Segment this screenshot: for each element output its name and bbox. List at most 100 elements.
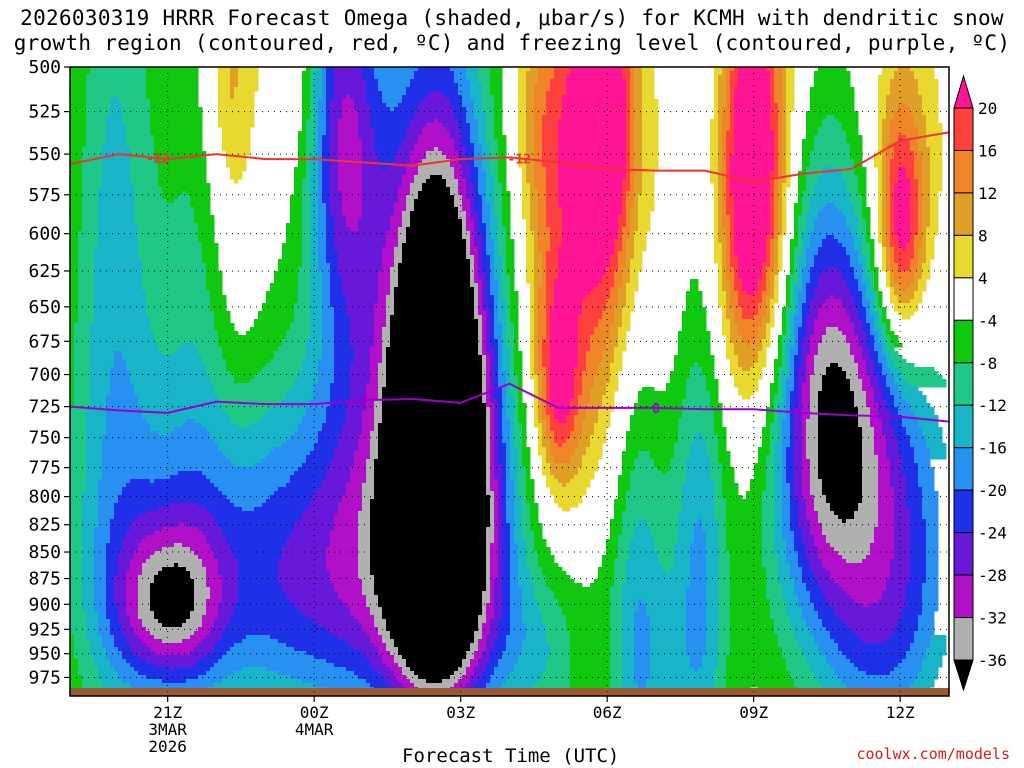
omega-cell [794, 299, 799, 304]
omega-cell [498, 343, 503, 348]
omega-cell [786, 327, 791, 332]
omega-cell [282, 343, 307, 348]
omega-cell [770, 451, 775, 456]
omega-cell [74, 347, 91, 352]
omega-cell [770, 423, 779, 428]
omega-cell [650, 451, 675, 456]
omega-cell [806, 263, 815, 268]
omega-cell [818, 307, 847, 312]
omega-cell [870, 355, 879, 360]
omega-cell [546, 403, 551, 408]
omega-cell [770, 127, 779, 132]
omega-cell [806, 179, 819, 184]
omega-cell [550, 383, 575, 388]
omega-cell [874, 363, 883, 368]
omega-cell [534, 247, 539, 252]
omega-cell [318, 171, 323, 176]
omega-cell [322, 331, 335, 336]
omega-cell [618, 227, 623, 232]
omega-cell [782, 375, 791, 380]
omega-cell [642, 71, 655, 76]
omega-cell [362, 159, 379, 164]
omega-cell [634, 71, 643, 76]
omega-cell [870, 383, 879, 388]
omega-cell [90, 351, 115, 356]
omega-cell [438, 119, 459, 124]
omega-cell [722, 207, 727, 212]
omega-cell [390, 331, 479, 336]
omega-cell [778, 339, 783, 344]
omega-cell [526, 171, 535, 176]
omega-cell [918, 219, 923, 224]
omega-cell [722, 131, 727, 136]
omega-cell [302, 207, 311, 212]
omega-cell [70, 187, 83, 192]
omega-cell [622, 451, 639, 456]
omega-cell [806, 223, 815, 228]
omega-cell [726, 159, 731, 164]
omega-cell [550, 335, 579, 340]
omega-cell [478, 139, 487, 144]
omega-cell [466, 111, 475, 116]
omega-cell [542, 359, 551, 364]
omega-cell [326, 83, 335, 88]
omega-cell [230, 83, 239, 88]
omega-cell [886, 279, 891, 284]
omega-cell [498, 435, 503, 440]
omega-cell [374, 311, 387, 316]
omega-cell [850, 151, 863, 156]
omega-cell [630, 99, 635, 104]
omega-cell [534, 295, 539, 300]
omega-cell [546, 283, 555, 288]
omega-cell [806, 379, 811, 384]
omega-cell [470, 95, 483, 100]
omega-cell [926, 255, 935, 260]
omega-cell [466, 211, 471, 216]
omega-cell [582, 427, 595, 432]
omega-cell [818, 435, 863, 440]
omega-cell [622, 187, 631, 192]
omega-cell [350, 375, 371, 380]
omega-cell [582, 371, 599, 376]
omega-cell [390, 275, 399, 280]
omega-cell [850, 315, 859, 320]
omega-cell [790, 399, 799, 404]
omega-cell [562, 243, 615, 248]
omega-cell [642, 155, 659, 160]
omega-cell [310, 243, 319, 248]
omega-cell [486, 283, 491, 288]
omega-cell [310, 291, 323, 296]
omega-cell [94, 299, 147, 304]
omega-cell [326, 123, 331, 128]
omega-cell [818, 443, 863, 448]
omega-cell [774, 83, 783, 88]
omega-cell [122, 119, 151, 124]
omega-cell [730, 263, 739, 268]
omega-cell [486, 111, 495, 116]
title-line-2: growth region (contoured, red, ºC) and f… [13, 31, 1011, 55]
omega-cell [218, 443, 283, 448]
omega-cell [722, 127, 731, 132]
omega-cell [786, 95, 795, 100]
omega-cell [86, 111, 111, 116]
omega-cell [554, 299, 583, 304]
omega-cell [394, 207, 407, 212]
omega-cell [846, 223, 859, 228]
omega-cell [530, 303, 535, 308]
omega-cell [918, 423, 939, 428]
omega-cell [742, 335, 759, 340]
omega-cell [342, 431, 363, 436]
omega-cell [78, 315, 95, 320]
omega-cell [494, 319, 499, 324]
omega-cell [850, 343, 859, 348]
omega-cell [526, 143, 535, 148]
omega-cell [402, 243, 467, 248]
omega-cell [474, 259, 479, 264]
omega-cell [598, 407, 615, 412]
omega-cell [802, 447, 807, 452]
omega-cell [530, 227, 539, 232]
omega-cell [82, 159, 103, 164]
omega-cell [302, 239, 311, 244]
omega-cell [822, 119, 839, 124]
omega-cell [630, 155, 635, 160]
